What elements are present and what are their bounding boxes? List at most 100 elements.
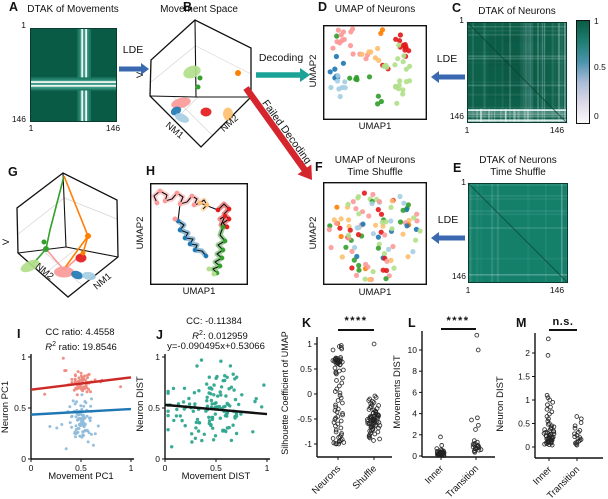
data-point [225,375,229,379]
data-point [434,449,440,454]
data-point [435,450,440,456]
panel-k-letter: K [302,316,312,330]
data-point [228,364,233,368]
data-point [227,425,231,430]
data-point [90,397,93,401]
data-point [337,390,343,396]
data-point [192,391,197,395]
data-point [383,62,389,68]
y-tick-label: 0 [155,454,160,464]
y-tick-label: 1 [307,339,312,349]
data-point [224,224,230,230]
cross-line-v [81,28,84,122]
data-point [180,418,184,423]
data-point [171,386,176,391]
texture-streak-h [467,57,567,60]
data-point [544,414,550,419]
data-point [254,397,258,401]
data-point [475,415,480,421]
data-point [393,83,399,89]
data-point [239,412,243,416]
bottom-band-streak [494,108,495,123]
decoding-arrow [256,68,310,82]
data-point [414,211,420,217]
data-point [70,381,74,384]
data-point [211,271,217,277]
data-point [372,431,378,437]
data-point [157,188,163,194]
data-point [82,425,86,429]
texture-streak-v [522,22,524,123]
data-point [339,254,345,260]
data-point [330,45,336,51]
data-point [411,215,417,221]
g-zaxis-label: V [1,238,12,246]
data-point [87,431,91,435]
data-point [82,378,86,382]
data-point [91,443,95,447]
data-point [332,66,338,72]
data-point [339,37,345,43]
data-point [204,409,208,413]
trajectory-line [32,175,65,265]
axes-inner-edge [62,172,67,248]
y-tick-label: 0 [21,454,26,464]
data-point [215,207,221,213]
texture-streak-v [494,22,497,123]
data-point [355,232,362,238]
panel-d-title: UMAP of Neurons [334,4,416,15]
data-point [89,432,93,436]
data-point [370,231,376,237]
data-point [340,375,345,381]
cluster-blob [75,253,87,263]
data-point [348,29,354,35]
data-point [70,377,74,381]
texture-streak-h [467,55,567,58]
data-point [346,217,352,223]
data-point [388,218,394,224]
texture-streak-h [468,198,568,201]
texture-streak-h [467,34,567,36]
data-point [366,74,373,80]
bottom-band-streak [504,108,507,123]
data-point [205,399,209,403]
data-point [87,372,91,376]
data-point [347,75,353,81]
data-point [548,425,554,431]
y-tick-label: 10 [408,345,418,355]
panel-f-title-line1: UMAP of Neurons [334,155,416,166]
heatmap-border [467,22,567,123]
data-point [376,420,382,425]
data-point [79,416,82,420]
y-tick-label: 0.5 [14,403,26,413]
data-point [195,364,199,368]
panel-a-letter: A [9,0,19,14]
data-point [397,219,404,225]
data-point [333,429,339,435]
texture-streak-v [566,22,569,123]
data-point [334,78,341,84]
category-label: Inner [531,464,554,487]
failed-decoding-arrow-shape [243,86,312,180]
diagonal-line [466,21,568,124]
data-point [471,438,477,443]
data-point [384,258,390,264]
data-point [79,404,83,408]
data-point [370,269,376,275]
data-point [251,430,255,434]
data-point [191,409,195,413]
data-point [195,84,201,90]
data-point [166,428,170,432]
texture-streak-h [468,213,568,216]
axes-inner-edge [17,246,67,254]
m-significance: n.s. [552,316,574,328]
data-point [475,347,481,353]
grid-line [150,45,196,83]
x-tick-label: 0 [163,463,168,473]
i-r2-sup: 2 [52,341,57,348]
bottom-band-streak [468,274,568,276]
axes-box [16,172,119,298]
texture-streak-v [545,183,547,283]
texture-streak-h [468,210,568,213]
lde-arrow-shape [431,71,465,83]
